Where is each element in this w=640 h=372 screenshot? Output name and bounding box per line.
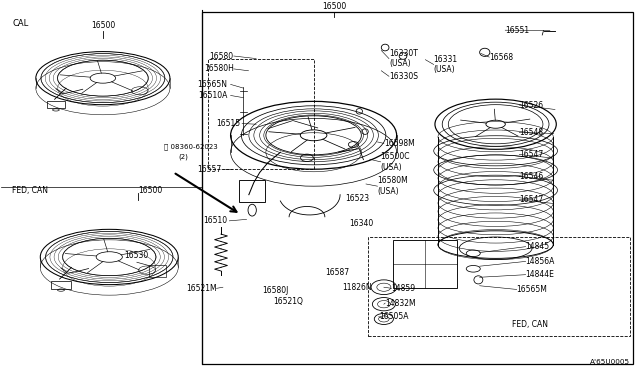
Text: 16598M: 16598M [384, 139, 415, 148]
Bar [149, 264, 166, 277]
Text: A'65U0005: A'65U0005 [589, 359, 630, 365]
Text: 16565N: 16565N [197, 80, 227, 89]
Text: 16500: 16500 [91, 21, 115, 31]
Text: 14856A: 14856A [525, 257, 555, 266]
Text: 16526: 16526 [519, 100, 543, 110]
Text: 16548: 16548 [519, 128, 543, 137]
Text: 16587: 16587 [325, 268, 349, 277]
Bar [368, 237, 630, 336]
Text: FED, CAN: FED, CAN [12, 186, 48, 195]
Text: 16521M: 16521M [186, 284, 216, 293]
Text: 16580H: 16580H [204, 64, 234, 73]
Bar [394, 240, 458, 288]
Text: 16568: 16568 [489, 52, 513, 62]
Text: 16580J: 16580J [262, 286, 289, 295]
Text: 14845: 14845 [525, 242, 550, 251]
Bar [202, 12, 633, 364]
Text: 16331
(USA): 16331 (USA) [434, 55, 458, 74]
Text: 14859: 14859 [392, 284, 415, 293]
Text: 16546: 16546 [519, 172, 543, 181]
Text: 16505A: 16505A [379, 312, 408, 321]
Text: CAL: CAL [12, 19, 28, 28]
Text: 16510: 16510 [204, 217, 227, 225]
Text: 16547: 16547 [519, 150, 543, 159]
Text: 16340: 16340 [349, 219, 373, 228]
Text: 16530: 16530 [125, 251, 149, 260]
Text: 16500: 16500 [138, 186, 163, 195]
Text: FED, CAN: FED, CAN [511, 320, 548, 328]
Text: 16521Q: 16521Q [273, 297, 303, 306]
Text: 16330S: 16330S [389, 72, 418, 81]
Text: 14832M: 14832M [385, 299, 416, 308]
Text: 16515: 16515 [216, 119, 240, 128]
Bar [239, 180, 266, 202]
Text: 16580M
(USA): 16580M (USA) [378, 176, 408, 196]
Text: 16551: 16551 [505, 26, 529, 35]
Text: 16565M: 16565M [516, 285, 548, 294]
Text: 16330T
(USA): 16330T (USA) [389, 49, 418, 68]
Text: 14844E: 14844E [525, 270, 554, 279]
Text: 16510A: 16510A [198, 91, 227, 100]
Text: 11826N: 11826N [342, 283, 372, 292]
Text: 16500: 16500 [322, 2, 346, 11]
Text: 16547: 16547 [519, 195, 543, 204]
Text: 16523: 16523 [346, 194, 370, 203]
Text: 16557: 16557 [196, 165, 221, 174]
Text: 16580: 16580 [210, 51, 234, 61]
Text: Ⓢ 08360-62023: Ⓢ 08360-62023 [164, 143, 218, 150]
Text: (2): (2) [178, 153, 188, 160]
Text: 16500C
(USA): 16500C (USA) [381, 152, 410, 171]
Bar [208, 59, 314, 169]
